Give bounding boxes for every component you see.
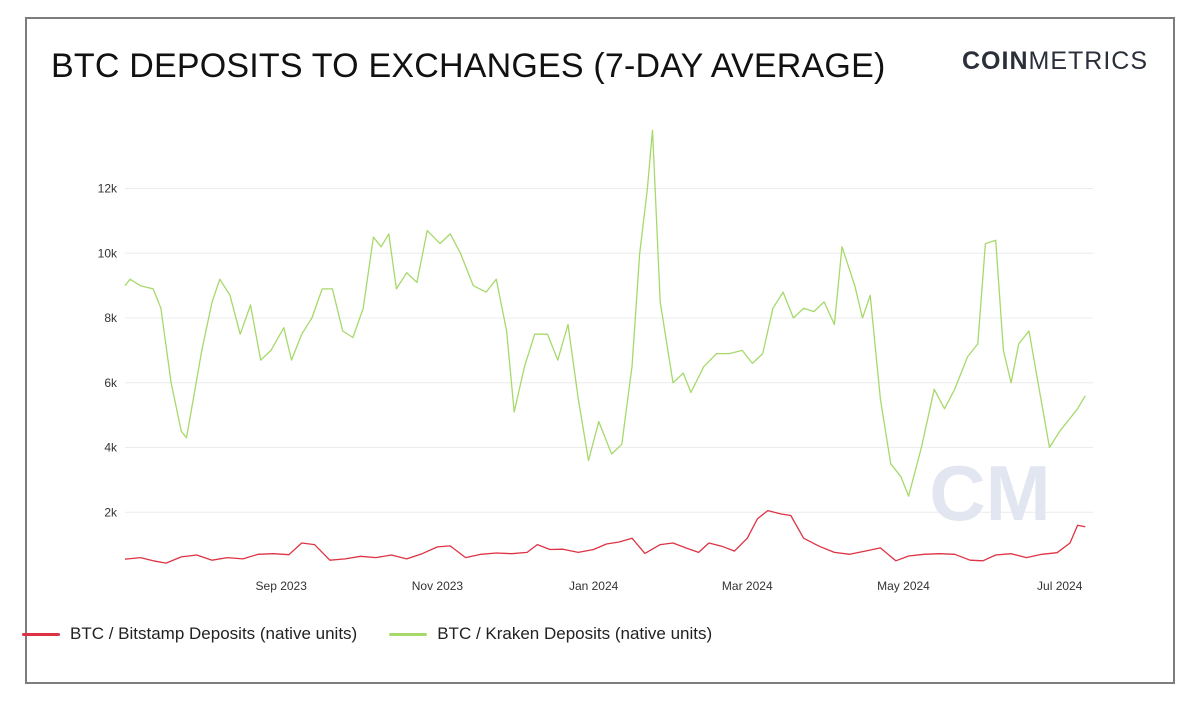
legend-item-bitstamp[interactable]: BTC / Bitstamp Deposits (native units) [22, 624, 357, 644]
coinmetrics-logo: COINMETRICS [962, 47, 1148, 76]
legend-swatch-bitstamp [22, 632, 60, 636]
y-tick-label: 12k [98, 182, 118, 196]
page-title: BTC DEPOSITS TO EXCHANGES (7-DAY AVERAGE… [51, 47, 886, 85]
legend-swatch-kraken [389, 632, 428, 636]
legend-item-kraken[interactable]: BTC / Kraken Deposits (native units) [389, 624, 712, 644]
x-tick-label: Jul 2024 [1037, 579, 1083, 593]
y-axis-ticks: 2k 4k 6k 8k 10k 12k [98, 182, 118, 520]
chart-card: BTC DEPOSITS TO EXCHANGES (7-DAY AVERAGE… [25, 17, 1175, 684]
y-tick-label: 6k [104, 376, 118, 390]
y-tick-label: 8k [104, 311, 118, 325]
y-tick-label: 10k [98, 246, 118, 260]
y-tick-label: 4k [104, 441, 118, 455]
series-line-kraken[interactable] [124, 129, 1086, 497]
x-tick-label: Jan 2024 [569, 579, 619, 593]
logo-bold-text: COIN [962, 47, 1029, 75]
logo-light-text: METRICS [1028, 47, 1148, 75]
x-tick-label: Mar 2024 [722, 579, 773, 593]
legend-label-bitstamp: BTC / Bitstamp Deposits (native units) [70, 624, 358, 643]
series-line-bitstamp[interactable] [124, 509, 1086, 564]
y-tick-label: 2k [104, 505, 118, 519]
x-tick-label: May 2024 [877, 579, 930, 593]
x-tick-label: Nov 2023 [412, 579, 464, 593]
legend-label-kraken: BTC / Kraken Deposits (native units) [437, 624, 713, 643]
series-lines [124, 129, 1086, 564]
legend: BTC / Bitstamp Deposits (native units) B… [22, 624, 712, 644]
watermark-logo: CM [929, 449, 1050, 537]
x-axis-ticks: Sep 2023 Nov 2023 Jan 2024 Mar 2024 May 2024… [256, 579, 1083, 593]
x-tick-label: Sep 2023 [256, 579, 308, 593]
